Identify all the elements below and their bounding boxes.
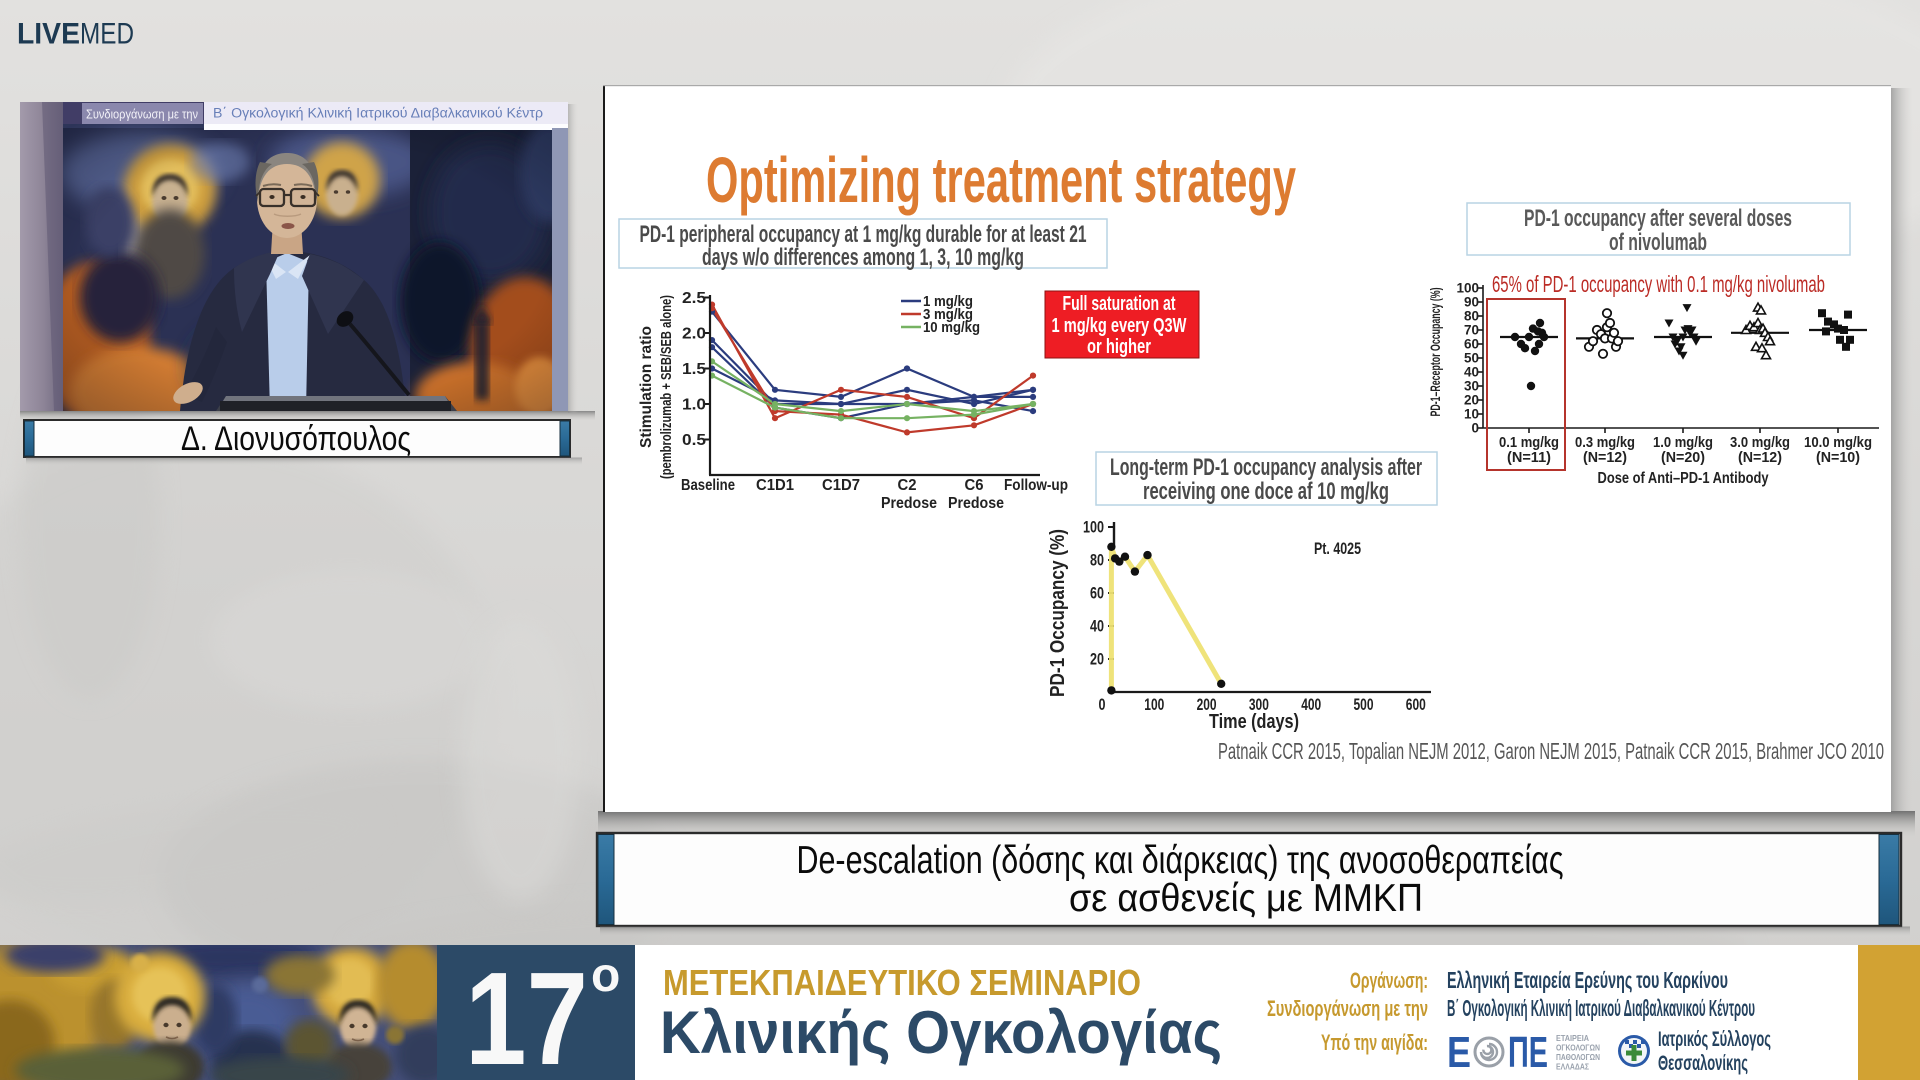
svg-text:1 mg/kg every Q3W: 1 mg/kg every Q3W: [1052, 315, 1187, 337]
svg-text:MED: MED: [80, 18, 134, 51]
svg-text:100: 100: [1456, 281, 1479, 296]
svg-text:2.5: 2.5: [682, 290, 706, 307]
svg-text:days w/o differences among 1,: days w/o differences among 1, 3, 10 mg/k…: [702, 244, 1024, 271]
svg-text:500: 500: [1354, 696, 1374, 714]
svg-text:Οργάνωση:: Οργάνωση:: [1350, 968, 1428, 993]
svg-text:Κλινικής Ογκολογίας: Κλινικής Ογκολογίας: [660, 999, 1222, 1066]
svg-text:0.5: 0.5: [682, 432, 706, 449]
svg-text:Συνδιοργάνωση με την: Συνδιοργάνωση με την: [86, 108, 198, 122]
svg-text:Long-term PD-1 occupancy analy: Long-term PD-1 occupancy analysis after: [1110, 454, 1422, 481]
svg-text:10: 10: [1464, 407, 1479, 422]
svg-text:10 mg/kg: 10 mg/kg: [923, 319, 980, 336]
svg-text:Optimizing treatment strategy: Optimizing treatment strategy: [706, 144, 1296, 216]
svg-text:C6: C6: [965, 477, 984, 494]
svg-text:20: 20: [1464, 393, 1479, 408]
svg-text:Predose: Predose: [881, 495, 937, 512]
svg-text:1 mg/kg: 1 mg/kg: [923, 293, 973, 310]
svg-text:(pembrolizumab + SEB/SEB alone: (pembrolizumab + SEB/SEB alone): [658, 295, 675, 479]
svg-text:Θεσσαλονίκης: Θεσσαλονίκης: [1658, 1052, 1748, 1075]
svg-text:PD-1 peripheral occupancy at 1: PD-1 peripheral occupancy at 1 mg/kg dur…: [640, 221, 1087, 248]
svg-text:Β΄ Ογκολογική Κλινική Ιατρικού: Β΄ Ογκολογική Κλινική Ιατρικού Διαβαλκαν…: [213, 106, 543, 121]
svg-text:Δ. Διονυσόπουλος: Δ. Διονυσόπουλος: [181, 420, 411, 458]
svg-text:Ε: Ε: [1447, 1028, 1471, 1077]
svg-text:of nivolumab: of nivolumab: [1609, 229, 1707, 256]
svg-text:1.0 mg/kg: 1.0 mg/kg: [1653, 435, 1713, 451]
svg-text:(N=11): (N=11): [1507, 450, 1551, 466]
svg-text:2.0: 2.0: [682, 326, 706, 343]
svg-text:(N=12): (N=12): [1583, 450, 1627, 466]
svg-text:40: 40: [1090, 618, 1104, 636]
svg-text:Baseline: Baseline: [681, 477, 735, 494]
svg-text:1.5: 1.5: [682, 361, 706, 378]
svg-text:1.0: 1.0: [682, 397, 706, 414]
svg-text:20: 20: [1090, 651, 1104, 669]
svg-text:0: 0: [1471, 421, 1479, 436]
svg-text:100: 100: [1144, 696, 1164, 714]
svg-text:Dose of Anti–PD-1 Antibody: Dose of Anti–PD-1 Antibody: [1598, 470, 1769, 487]
svg-text:PD-1 occupancy after several d: PD-1 occupancy after several doses: [1524, 205, 1792, 232]
svg-text:50: 50: [1464, 351, 1479, 366]
svg-text:ΕΛΛΑΔΑΣ: ΕΛΛΑΔΑΣ: [1556, 1062, 1589, 1072]
svg-text:(N=12): (N=12): [1738, 450, 1782, 466]
svg-text:17: 17: [465, 945, 588, 1080]
svg-text:Predose: Predose: [948, 495, 1004, 512]
svg-text:C2: C2: [898, 477, 917, 494]
svg-text:100: 100: [1083, 519, 1104, 537]
svg-text:ΠΑΘΟΛΟΓΩΝ: ΠΑΘΟΛΟΓΩΝ: [1556, 1052, 1600, 1062]
svg-text:Patnaik CCR 2015, Topalian NEJ: Patnaik CCR 2015, Topalian NEJM 2012, Ga…: [1218, 738, 1884, 764]
svg-text:40: 40: [1464, 365, 1479, 380]
svg-text:σε ασθενείς με ΜΜΚΠ: σε ασθενείς με ΜΜΚΠ: [1069, 877, 1423, 920]
svg-text:Ελληνική Εταιρεία Ερεύνης του: Ελληνική Εταιρεία Ερεύνης του Καρκίνου: [1447, 967, 1728, 993]
svg-text:ΟΓΚΟΛΟΓΩΝ: ΟΓΚΟΛΟΓΩΝ: [1556, 1043, 1600, 1053]
svg-text:ΕΤΑΙΡΕΙΑ: ΕΤΑΙΡΕΙΑ: [1556, 1033, 1589, 1043]
svg-text:0.3 mg/kg: 0.3 mg/kg: [1575, 435, 1635, 451]
svg-text:60: 60: [1090, 585, 1104, 603]
svg-text:Follow-up: Follow-up: [1004, 477, 1068, 494]
svg-text:PD-1–Receptor Occupancy (%): PD-1–Receptor Occupancy (%): [1428, 288, 1443, 417]
svg-text:or higher: or higher: [1087, 336, 1151, 358]
svg-text:200: 200: [1197, 696, 1217, 714]
svg-text:receiving one doce af 10 mg/kg: receiving one doce af 10 mg/kg: [1143, 478, 1389, 505]
svg-text:300: 300: [1249, 696, 1269, 714]
svg-text:60: 60: [1464, 337, 1479, 352]
svg-text:90: 90: [1464, 295, 1479, 310]
svg-text:70: 70: [1464, 323, 1479, 338]
svg-text:Ιατρικός Σύλλογος: Ιατρικός Σύλλογος: [1658, 1028, 1771, 1051]
svg-text:De-escalation (δόσης και διάρκ: De-escalation (δόσης και διάρκειας) της …: [797, 839, 1564, 882]
svg-text:80: 80: [1464, 309, 1479, 324]
svg-text:Full saturation at: Full saturation at: [1063, 293, 1176, 315]
svg-text:Β΄ Ογκολογική Κλινική Ιατρικού: Β΄ Ογκολογική Κλινική Ιατρικού Διαβαλκαν…: [1447, 995, 1755, 1021]
svg-text:Time (days): Time (days): [1209, 711, 1299, 733]
svg-text:Pt. 4025: Pt. 4025: [1314, 539, 1361, 558]
svg-text:3 mg/kg: 3 mg/kg: [923, 306, 973, 323]
svg-text:10.0 mg/kg: 10.0 mg/kg: [1804, 435, 1872, 451]
svg-text:ΠΕ: ΠΕ: [1508, 1028, 1548, 1077]
svg-text:Υπό την αιγίδα:: Υπό την αιγίδα:: [1321, 1030, 1428, 1055]
svg-text:C1D7: C1D7: [822, 477, 860, 494]
svg-text:65% of PD-1 occupancy with 0.1: 65% of PD-1 occupancy with 0.1 mg/kg niv…: [1492, 271, 1825, 297]
svg-text:80: 80: [1090, 552, 1104, 570]
svg-text:ΜΕΤΕΚΠΑΙΔΕΥΤΙΚΟ ΣΕΜΙΝΑΡΙΟ: ΜΕΤΕΚΠΑΙΔΕΥΤΙΚΟ ΣΕΜΙΝΑΡΙΟ: [663, 962, 1141, 1003]
svg-text:400: 400: [1301, 696, 1321, 714]
svg-text:(N=20): (N=20): [1661, 450, 1705, 466]
svg-text:0: 0: [1099, 696, 1106, 714]
svg-text:LIVE: LIVE: [17, 18, 80, 51]
svg-text:30: 30: [1464, 379, 1479, 394]
svg-text:600: 600: [1406, 696, 1426, 714]
svg-text:PD-1 Occupancy (%): PD-1 Occupancy (%): [1047, 529, 1069, 697]
svg-text:3.0 mg/kg: 3.0 mg/kg: [1730, 435, 1790, 451]
svg-text:0.1 mg/kg: 0.1 mg/kg: [1499, 435, 1559, 451]
svg-text:Stimulation ratio: Stimulation ratio: [638, 326, 655, 448]
svg-text:Συνδιοργάνωση με την: Συνδιοργάνωση με την: [1267, 996, 1428, 1021]
svg-text:C1D1: C1D1: [756, 477, 794, 494]
svg-text:(N=10): (N=10): [1816, 450, 1860, 466]
svg-text:ο: ο: [591, 949, 620, 1002]
